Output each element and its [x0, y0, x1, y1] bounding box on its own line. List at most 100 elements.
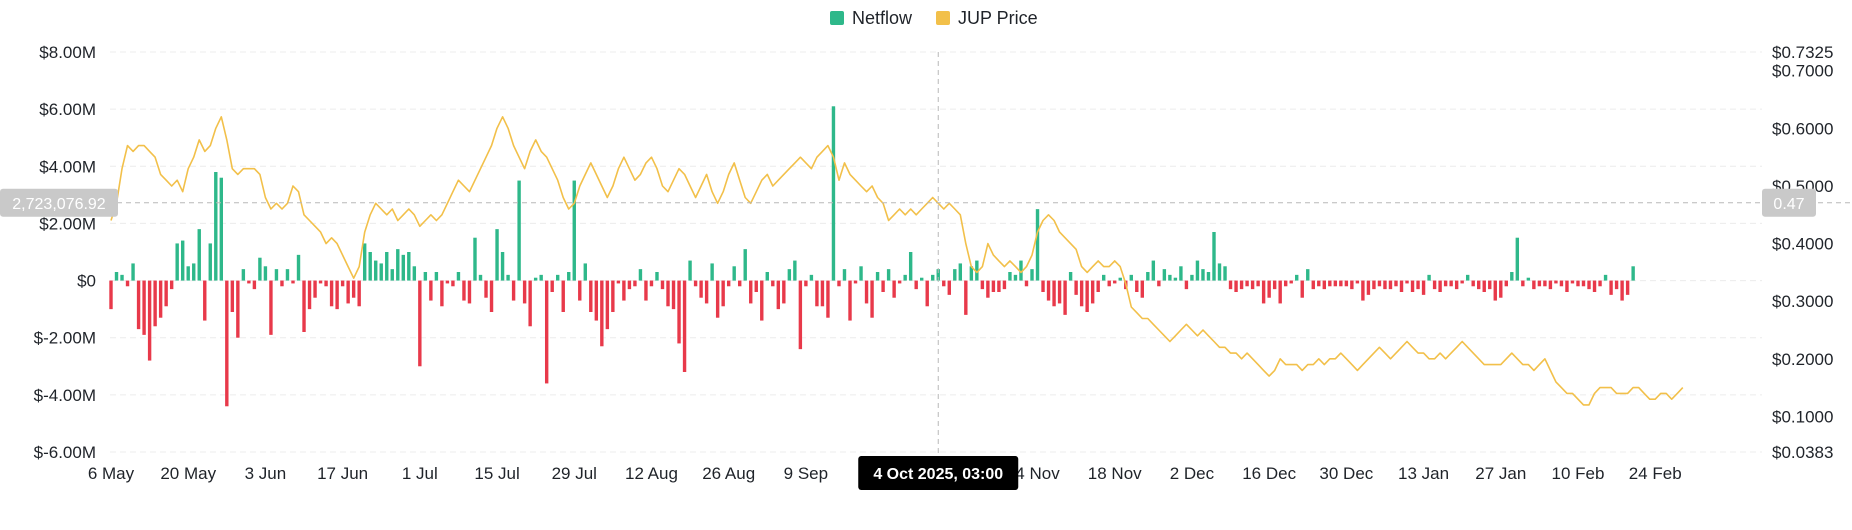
netflow-bar[interactable]: [1057, 280, 1062, 304]
netflow-bar[interactable]: [1085, 280, 1089, 312]
netflow-bar[interactable]: [1477, 280, 1481, 290]
netflow-bar[interactable]: [1432, 280, 1437, 290]
netflow-bar[interactable]: [1129, 274, 1133, 281]
netflow-bar[interactable]: [726, 280, 731, 287]
netflow-bar[interactable]: [120, 274, 124, 281]
netflow-bar[interactable]: [1355, 280, 1360, 284]
netflow-bar[interactable]: [1261, 280, 1266, 304]
netflow-bar[interactable]: [1521, 280, 1525, 287]
legend-item-jup-price[interactable]: JUP Price: [936, 8, 1038, 28]
netflow-bar[interactable]: [1565, 280, 1569, 292]
netflow-bar[interactable]: [1394, 280, 1398, 287]
netflow-bar[interactable]: [964, 280, 968, 315]
netflow-bar[interactable]: [318, 280, 323, 284]
netflow-bar[interactable]: [1295, 274, 1299, 281]
netflow-bar[interactable]: [329, 280, 334, 307]
netflow-bar[interactable]: [230, 280, 235, 312]
netflow-bar[interactable]: [440, 280, 444, 307]
netflow-bar[interactable]: [1460, 280, 1464, 284]
netflow-bar[interactable]: [655, 272, 659, 281]
netflow-bar[interactable]: [633, 280, 637, 287]
netflow-bar[interactable]: [236, 280, 240, 338]
netflow-bar[interactable]: [1146, 272, 1150, 281]
netflow-bar[interactable]: [346, 280, 350, 304]
netflow-bar[interactable]: [704, 280, 709, 304]
netflow-bar[interactable]: [1438, 280, 1442, 292]
netflow-bar[interactable]: [710, 263, 714, 281]
netflow-bar[interactable]: [1190, 274, 1194, 281]
netflow-bar[interactable]: [556, 274, 560, 281]
netflow-bar[interactable]: [1090, 280, 1095, 304]
netflow-bar[interactable]: [1449, 280, 1453, 287]
netflow-bar[interactable]: [1493, 280, 1497, 301]
netflow-bar[interactable]: [1052, 280, 1056, 307]
netflow-bar[interactable]: [1366, 280, 1371, 295]
netflow-bar[interactable]: [412, 266, 417, 281]
netflow-bar[interactable]: [892, 280, 896, 298]
netflow-bar[interactable]: [225, 280, 229, 407]
netflow-bar[interactable]: [1140, 280, 1144, 298]
netflow-bar[interactable]: [550, 280, 554, 292]
netflow-bar[interactable]: [291, 280, 295, 284]
netflow-bar[interactable]: [1482, 280, 1486, 292]
netflow-bar[interactable]: [445, 280, 450, 284]
netflow-bar[interactable]: [1135, 280, 1139, 292]
netflow-bar[interactable]: [644, 280, 648, 301]
netflow-bar[interactable]: [302, 280, 306, 332]
netflow-bar[interactable]: [208, 243, 212, 281]
netflow-bar[interactable]: [1405, 280, 1409, 284]
netflow-bar[interactable]: [1113, 280, 1117, 284]
netflow-bar[interactable]: [1079, 280, 1084, 307]
netflow-bar[interactable]: [473, 237, 477, 281]
netflow-bar[interactable]: [462, 280, 466, 301]
netflow-bar[interactable]: [622, 280, 626, 301]
netflow-bar[interactable]: [1614, 280, 1619, 290]
netflow-bar[interactable]: [1592, 280, 1597, 292]
netflow-bar[interactable]: [1223, 266, 1227, 281]
netflow-bar[interactable]: [1361, 280, 1365, 301]
netflow-bar[interactable]: [247, 280, 251, 284]
netflow-bar[interactable]: [1372, 280, 1376, 290]
netflow-bar[interactable]: [1609, 280, 1613, 295]
netflow-bar[interactable]: [1443, 280, 1448, 287]
netflow-bar[interactable]: [831, 106, 836, 281]
netflow-bar[interactable]: [1543, 280, 1547, 287]
netflow-bar[interactable]: [594, 280, 599, 321]
netflow-bar[interactable]: [1625, 280, 1630, 295]
legend-item-netflow[interactable]: Netflow: [830, 8, 913, 28]
netflow-bar[interactable]: [1559, 280, 1564, 287]
netflow-bar[interactable]: [875, 272, 880, 281]
netflow-bar[interactable]: [660, 280, 665, 290]
netflow-bar[interactable]: [649, 280, 654, 287]
netflow-bar[interactable]: [583, 263, 587, 281]
netflow-bar[interactable]: [903, 274, 907, 281]
netflow-bar[interactable]: [379, 263, 383, 281]
netflow-bar[interactable]: [1173, 277, 1178, 281]
netflow-bar[interactable]: [925, 280, 929, 307]
netflow-bar[interactable]: [1416, 280, 1420, 290]
netflow-bar[interactable]: [738, 280, 742, 287]
netflow-bar[interactable]: [131, 263, 135, 281]
netflow-bar[interactable]: [368, 252, 372, 281]
netflow-bar[interactable]: [1102, 274, 1106, 281]
netflow-bar[interactable]: [478, 274, 483, 281]
netflow-bar[interactable]: [1350, 280, 1354, 290]
netflow-bar[interactable]: [197, 229, 201, 281]
netflow-bar[interactable]: [1162, 269, 1167, 281]
netflow-bar[interactable]: [787, 269, 792, 281]
netflow-bar[interactable]: [539, 274, 543, 281]
netflow-bar[interactable]: [671, 280, 676, 310]
netflow-bar[interactable]: [1603, 274, 1608, 281]
netflow-bar[interactable]: [511, 280, 516, 301]
netflow-bar[interactable]: [434, 272, 439, 281]
netflow-bar[interactable]: [1537, 280, 1542, 287]
netflow-bar[interactable]: [1383, 280, 1387, 290]
netflow-bar[interactable]: [908, 252, 913, 281]
netflow-bar[interactable]: [826, 280, 830, 318]
netflow-bar[interactable]: [263, 266, 268, 281]
netflow-bar[interactable]: [484, 280, 488, 298]
netflow-bar[interactable]: [1504, 280, 1508, 287]
netflow-bar[interactable]: [125, 280, 130, 287]
netflow-bar[interactable]: [776, 280, 781, 310]
netflow-bar[interactable]: [837, 280, 841, 287]
